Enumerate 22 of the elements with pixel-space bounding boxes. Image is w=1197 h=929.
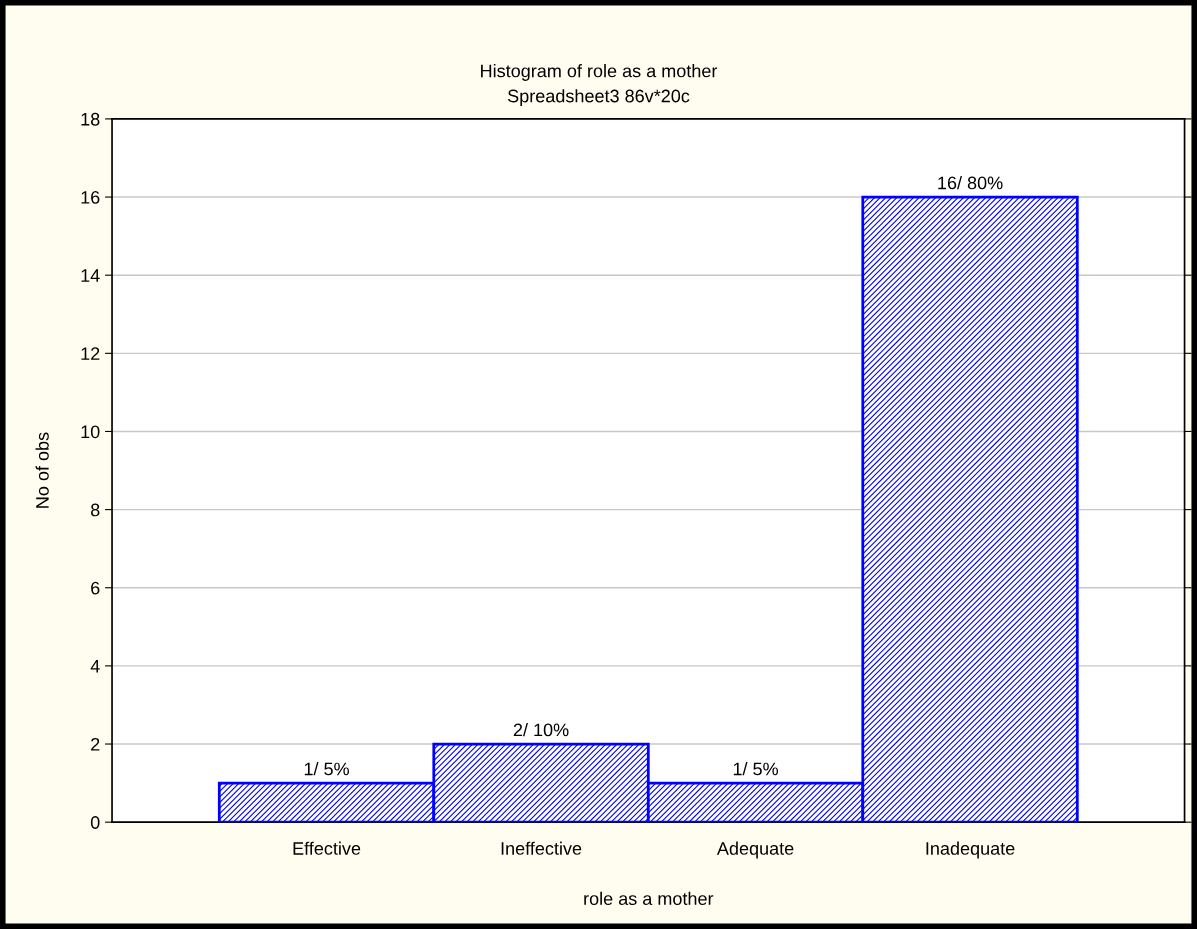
y-tick-label: 12 [81,347,100,360]
data-label: 2/ 10% [513,723,569,737]
data-label: 1/ 5% [304,762,349,776]
y-tick-label: 10 [81,425,100,439]
y-tick-label: 16 [81,190,100,204]
chart-subtitle: Spreadsheet3 86v*20c [507,89,690,106]
data-label: 16/ 80% [938,176,1003,190]
y-tick-label: 14 [81,269,100,282]
chart-title: Histogram of role as a mother [481,64,718,81]
y-axis-title: No of obs [35,432,49,508]
y-tick-label: 4 [90,660,100,673]
y-tick-label: 8 [90,503,100,517]
data-label: 1/ 5% [733,762,778,776]
x-tick-label: Ineffective [501,841,582,855]
y-tick-label: 6 [91,581,100,595]
x-axis-title: role as a mother [584,891,714,906]
y-tick-label: 2 [91,737,100,751]
x-tick-label: Inadequate [926,841,1015,859]
x-tick-label: Adequate [716,841,794,859]
y-tick-label: 0 [90,816,100,829]
y-tick-label: 18 [81,112,100,126]
x-tick-label: Effective [293,841,361,855]
